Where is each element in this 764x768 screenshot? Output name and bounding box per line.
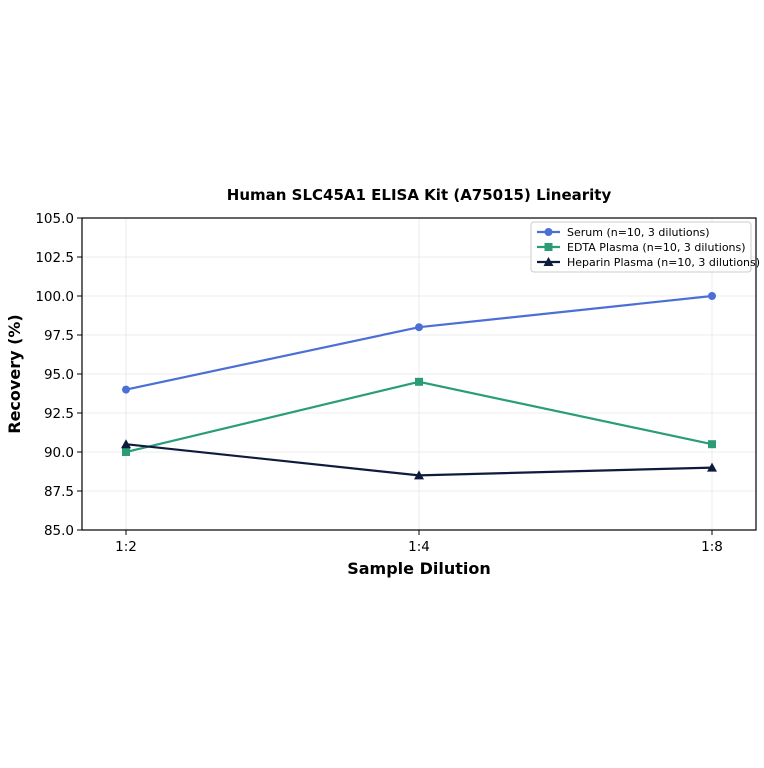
y-tick-label: 87.5: [44, 484, 74, 500]
y-tick-label: 97.5: [44, 328, 74, 344]
y-tick-label: 105.0: [35, 211, 74, 227]
legend-item: Heparin Plasma (n=10, 3 dilutions): [537, 256, 760, 269]
chart-title: Human SLC45A1 ELISA Kit (A75015) Lineari…: [227, 186, 612, 204]
legend-swatch-marker: [544, 243, 553, 251]
legend-swatch-marker: [544, 228, 553, 236]
data-point: [707, 462, 717, 472]
data-point: [414, 470, 424, 480]
y-tick-label: 102.5: [35, 250, 74, 266]
data-point: [122, 448, 130, 456]
x-axis-ticks: 1:2 1:4 1:8: [115, 530, 723, 555]
data-point: [122, 385, 130, 394]
data-point: [415, 377, 423, 386]
legend-label: Heparin Plasma (n=10, 3 dilutions): [567, 256, 760, 269]
legend-items: Serum (n=10, 3 dilutions) EDTA Plasma (n=…: [537, 226, 760, 269]
legend-item: Serum (n=10, 3 dilutions): [537, 226, 710, 239]
series-0: [122, 292, 716, 394]
x-tick-label: 1:2: [115, 539, 137, 555]
legend-label: EDTA Plasma (n=10, 3 dilutions): [567, 241, 746, 254]
legend-box: [530, 221, 752, 273]
series-layer: [121, 292, 717, 480]
y-tick-label: 92.5: [44, 406, 74, 422]
y-axis-label: Recovery (%): [5, 314, 24, 433]
series-2: [121, 439, 717, 480]
data-point: [121, 439, 131, 449]
data-point: [708, 440, 716, 449]
x-tick-label: 1:4: [408, 539, 430, 555]
series-1: [122, 377, 716, 456]
y-tick-label: 95.0: [44, 367, 74, 383]
data-point: [415, 323, 423, 332]
x-axis-label: Sample Dilution: [347, 559, 491, 578]
legend: Serum (n=10, 3 dilutions) EDTA Plasma (n=…: [530, 221, 760, 273]
legend-item: EDTA Plasma (n=10, 3 dilutions): [537, 241, 746, 254]
legend-label: Serum (n=10, 3 dilutions): [567, 226, 710, 239]
data-point: [708, 292, 716, 300]
y-tick-label: 90.0: [44, 445, 74, 461]
legend-swatch-marker: [543, 257, 554, 266]
x-tick-label: 1:8: [701, 539, 723, 555]
y-axis-ticks: 85.0 87.5 90.0 92.5 95.0 97.5 100.0 102.5 105.0: [35, 211, 82, 539]
y-tick-label: 100.0: [35, 289, 74, 305]
y-tick-label: 85.0: [44, 523, 74, 539]
